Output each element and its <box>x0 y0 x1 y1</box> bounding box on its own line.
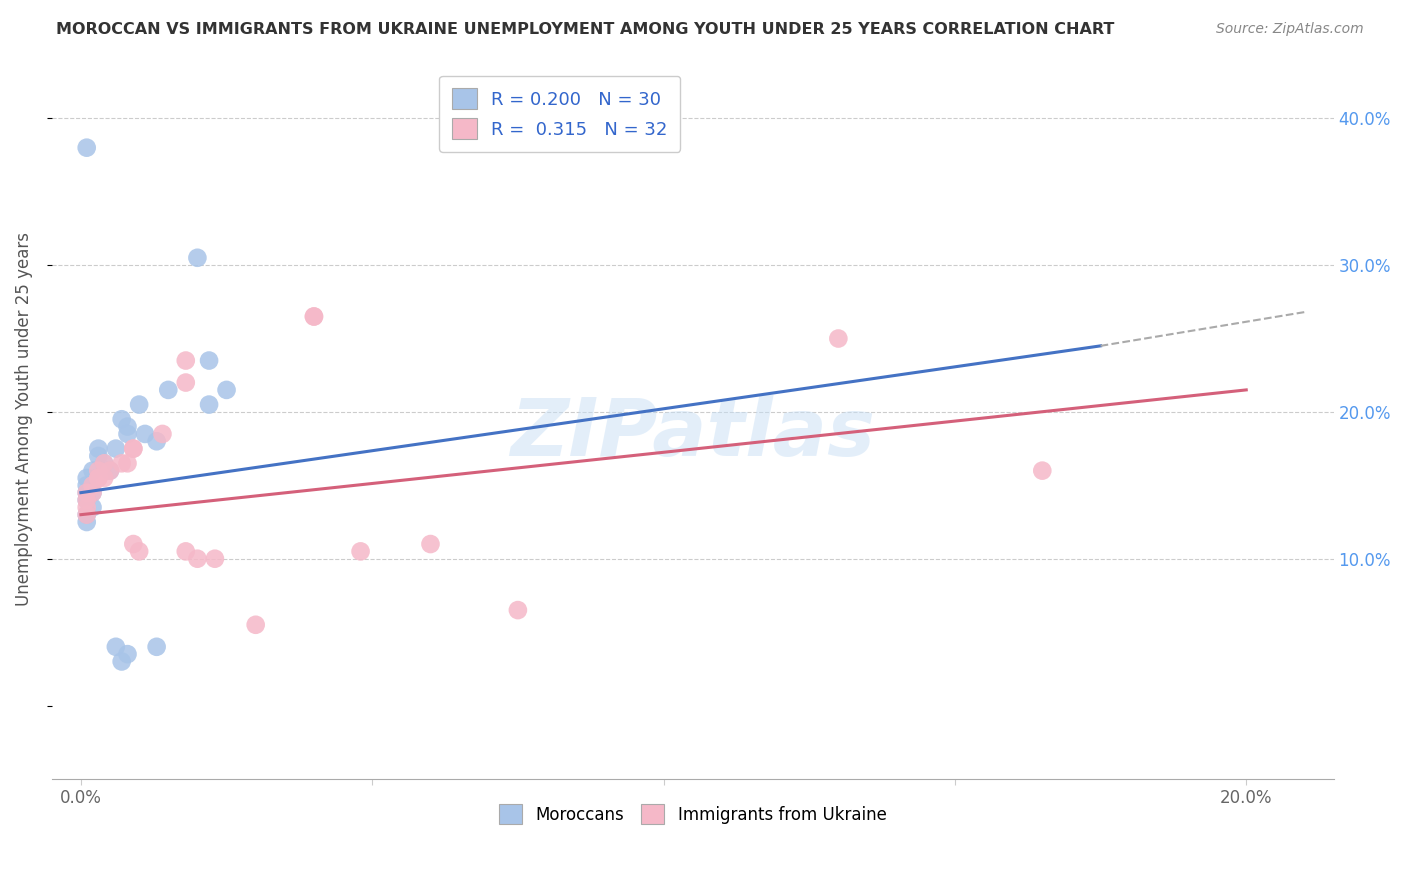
Point <box>82 464 104 478</box>
Point <box>76 508 98 522</box>
Point <box>76 485 98 500</box>
Text: Source: ZipAtlas.com: Source: ZipAtlas.com <box>1216 22 1364 37</box>
Point <box>104 640 127 654</box>
Point <box>128 544 150 558</box>
Point <box>302 310 325 324</box>
Point <box>76 515 98 529</box>
Text: MOROCCAN VS IMMIGRANTS FROM UKRAINE UNEMPLOYMENT AMONG YOUTH UNDER 25 YEARS CORR: MOROCCAN VS IMMIGRANTS FROM UKRAINE UNEM… <box>56 22 1115 37</box>
Point <box>82 485 104 500</box>
Point <box>87 442 110 456</box>
Point <box>98 464 121 478</box>
Point <box>186 251 208 265</box>
Legend: Moroccans, Immigrants from Ukraine: Moroccans, Immigrants from Ukraine <box>488 793 898 835</box>
Point <box>302 310 325 324</box>
Point <box>117 426 139 441</box>
Point <box>1031 464 1053 478</box>
Point <box>87 464 110 478</box>
Point <box>128 398 150 412</box>
Point <box>145 640 167 654</box>
Point <box>82 478 104 492</box>
Point <box>122 537 145 551</box>
Point <box>93 471 115 485</box>
Point <box>76 471 98 485</box>
Point <box>76 500 98 515</box>
Point <box>76 493 98 508</box>
Point <box>122 442 145 456</box>
Point <box>76 508 98 522</box>
Point <box>82 500 104 515</box>
Point <box>145 434 167 449</box>
Point <box>117 647 139 661</box>
Point <box>76 478 98 492</box>
Point <box>76 493 98 508</box>
Point <box>87 449 110 463</box>
Point <box>98 464 121 478</box>
Point <box>76 141 98 155</box>
Point <box>157 383 180 397</box>
Point <box>174 544 197 558</box>
Point <box>104 442 127 456</box>
Point <box>174 353 197 368</box>
Point <box>117 456 139 470</box>
Point <box>419 537 441 551</box>
Point <box>93 456 115 470</box>
Point <box>111 412 134 426</box>
Point <box>827 332 849 346</box>
Point <box>245 617 267 632</box>
Point <box>122 442 145 456</box>
Point <box>186 551 208 566</box>
Point <box>93 456 115 470</box>
Point <box>506 603 529 617</box>
Point <box>87 471 110 485</box>
Y-axis label: Unemployment Among Youth under 25 years: Unemployment Among Youth under 25 years <box>15 232 32 607</box>
Point <box>204 551 226 566</box>
Point <box>117 419 139 434</box>
Point <box>111 655 134 669</box>
Text: ZIPatlas: ZIPatlas <box>510 394 875 473</box>
Point <box>198 353 221 368</box>
Point <box>111 456 134 470</box>
Point <box>134 426 156 441</box>
Point <box>87 471 110 485</box>
Point <box>174 376 197 390</box>
Point <box>82 485 104 500</box>
Point <box>152 426 174 441</box>
Point <box>215 383 238 397</box>
Point <box>76 485 98 500</box>
Point <box>349 544 371 558</box>
Point <box>198 398 221 412</box>
